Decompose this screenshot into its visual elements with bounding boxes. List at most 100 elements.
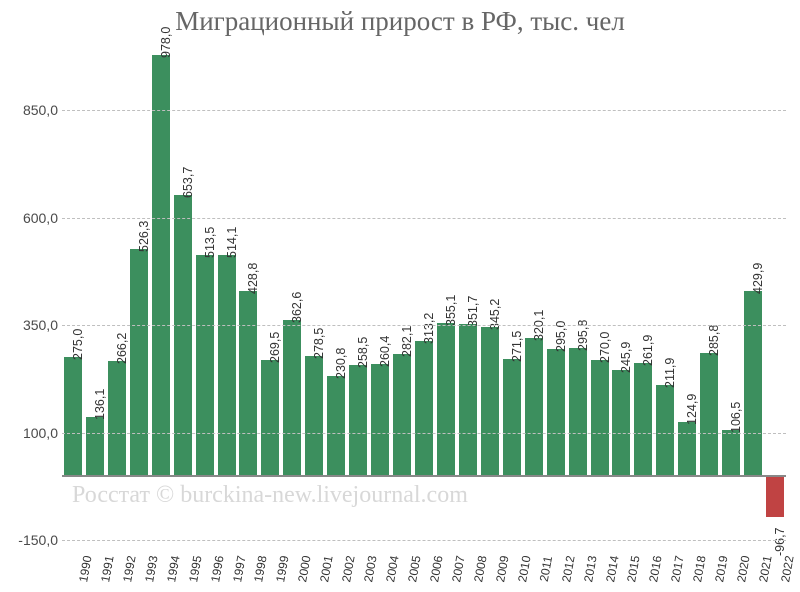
bar-value-label: 124,9: [685, 394, 699, 425]
x-tick-label: 2011: [537, 555, 555, 583]
x-tick-label: 2004: [383, 555, 401, 584]
x-tick-label: 2019: [712, 555, 730, 584]
x-tick-label: 2005: [405, 555, 423, 584]
bar: [283, 320, 301, 476]
x-tick-label: 1994: [164, 555, 182, 584]
bar: [327, 376, 345, 475]
bar-value-label: 278,5: [312, 328, 326, 359]
bar: [678, 422, 696, 476]
bar: [393, 354, 411, 475]
bar: [415, 341, 433, 476]
bar: [371, 364, 389, 476]
x-tick-label: 2003: [361, 555, 379, 584]
bar-value-label: 106,5: [729, 402, 743, 433]
bar-value-label: 653,7: [181, 166, 195, 197]
bar-value-label: 526,3: [137, 221, 151, 252]
x-tick-label: 2022: [778, 555, 796, 584]
x-tick-label: 2000: [296, 555, 314, 584]
bar: [481, 327, 499, 475]
x-tick-label: 1992: [120, 555, 138, 584]
bar-value-label: 136,1: [93, 389, 107, 420]
bar-value-label: 313,2: [422, 313, 436, 344]
gridline: [62, 433, 786, 434]
x-tick-label: 1990: [76, 555, 94, 584]
bar-value-label: 355,1: [444, 295, 458, 326]
bar: [349, 365, 367, 476]
bar-value-label: -96,7: [773, 528, 787, 557]
y-tick-label: -150,0: [18, 532, 58, 548]
bar: [612, 370, 630, 476]
x-tick-label: 1996: [208, 555, 226, 584]
bar-value-label: 258,5: [356, 336, 370, 367]
gridline: [62, 325, 786, 326]
bar-value-label: 513,5: [203, 227, 217, 258]
plot-area: 275,0136,1266,2526,3978,0653,7513,5514,1…: [62, 46, 786, 540]
bar: [130, 249, 148, 475]
x-tick-label: 2021: [756, 555, 774, 584]
bar: [744, 291, 762, 476]
x-tick-label: 1995: [186, 555, 204, 584]
x-tick-label: 2012: [559, 555, 577, 584]
x-tick-label: 2007: [449, 555, 467, 584]
x-tick-label: 2009: [493, 555, 511, 584]
bar-value-label: 260,4: [378, 335, 392, 366]
chart-container: Миграционный прирост в РФ, тыс. чел 275,…: [0, 0, 800, 592]
bar-value-label: 978,0: [159, 27, 173, 58]
x-tick-label: 2020: [734, 555, 752, 584]
bar-value-label: 514,1: [225, 226, 239, 257]
bars-group: 275,0136,1266,2526,3978,0653,7513,5514,1…: [62, 46, 786, 540]
x-tick-label: 1997: [230, 555, 248, 584]
gridline: [62, 540, 786, 541]
x-tick-label: 2015: [625, 555, 643, 584]
gridline: [62, 110, 786, 111]
x-tick-label: 2016: [647, 555, 665, 584]
bar: [108, 361, 126, 475]
bar: [700, 353, 718, 476]
bar: [86, 417, 104, 475]
y-tick-label: 350,0: [23, 317, 58, 333]
x-tick-label: 1991: [98, 555, 116, 584]
gridline: [62, 218, 786, 219]
bar: [305, 356, 323, 476]
bar-value-label: 261,9: [641, 335, 655, 366]
bar: [64, 357, 82, 475]
bar-value-label: 266,2: [115, 333, 129, 364]
bar-value-label: 282,1: [400, 326, 414, 357]
x-tick-label: 2014: [603, 555, 621, 584]
bar-value-label: 428,8: [246, 263, 260, 294]
bar: [196, 255, 214, 476]
bar: [503, 359, 521, 476]
x-tick-label: 2013: [581, 555, 599, 584]
bar-value-label: 275,0: [71, 329, 85, 360]
zero-axis: [62, 475, 786, 477]
x-tick-label: 2002: [339, 555, 357, 584]
x-tick-label: 2010: [515, 555, 533, 584]
bar: [634, 363, 652, 476]
bar: [239, 291, 257, 475]
bar: [569, 348, 587, 475]
x-tick-label: 1993: [142, 555, 160, 584]
bar: [722, 430, 740, 476]
x-tick-label: 1999: [274, 555, 292, 584]
x-tick-label: 2018: [690, 555, 708, 584]
bar: [525, 338, 543, 476]
y-tick-label: 100,0: [23, 425, 58, 441]
x-tick-label: 2017: [669, 555, 687, 584]
bar: [152, 55, 170, 475]
bar: [591, 360, 609, 476]
bar-value-label: 270,0: [598, 331, 612, 362]
bar-value-label: 211,9: [663, 357, 677, 387]
bar: [218, 255, 236, 476]
bar-value-label: 230,8: [334, 348, 348, 379]
bar: [261, 360, 279, 476]
bar: [547, 349, 565, 476]
chart-title: Миграционный прирост в РФ, тыс. чел: [0, 6, 800, 37]
bar: [437, 323, 455, 476]
bar: [656, 385, 674, 476]
x-tick-label: 2001: [318, 555, 336, 584]
bar-value-label: 285,8: [707, 325, 721, 356]
bar: [459, 324, 477, 475]
bar-value-label: 429,9: [751, 263, 765, 294]
y-tick-label: 600,0: [23, 210, 58, 226]
bar-value-label: 351,7: [466, 296, 480, 327]
